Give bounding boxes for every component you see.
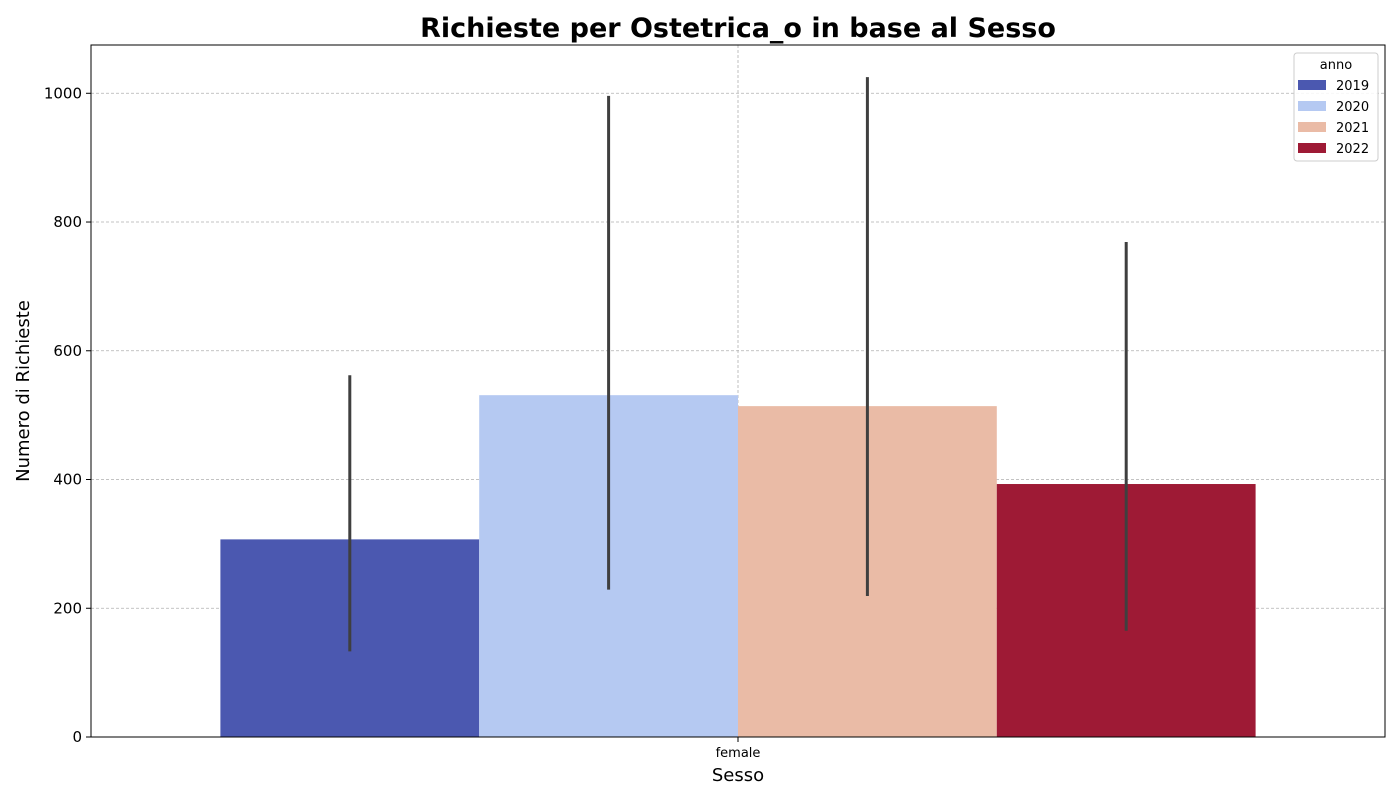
axes: 0 200 400 600 800 1000 female <box>44 84 761 761</box>
x-axis-label: Sesso <box>712 765 764 786</box>
legend-label-2021: 2021 <box>1336 121 1369 136</box>
y-tick-label: 800 <box>53 213 82 231</box>
legend-swatch-2020 <box>1298 101 1326 111</box>
legend-swatch-2022 <box>1298 143 1326 153</box>
legend-swatch-2019 <box>1298 80 1326 90</box>
legend-label-2019: 2019 <box>1336 79 1369 94</box>
legend-label-2022: 2022 <box>1336 142 1369 157</box>
x-tick-label: female <box>716 746 761 761</box>
y-tick-label: 200 <box>53 599 82 617</box>
y-tick-label: 600 <box>53 342 82 360</box>
y-axis-label: Numero di Richieste <box>13 300 34 482</box>
y-tick-label: 400 <box>53 471 82 489</box>
legend-title: anno <box>1320 58 1352 73</box>
error-bars <box>348 77 1128 652</box>
y-tick-label: 1000 <box>44 84 82 102</box>
bars <box>220 395 1256 737</box>
legend: anno 2019 2020 2021 2022 <box>1293 52 1379 162</box>
legend-swatch-2021 <box>1298 122 1326 132</box>
y-tick-label: 0 <box>72 728 82 746</box>
legend-label-2020: 2020 <box>1336 100 1369 115</box>
chart-title: Richieste per Ostetrica_o in base al Ses… <box>420 13 1056 44</box>
